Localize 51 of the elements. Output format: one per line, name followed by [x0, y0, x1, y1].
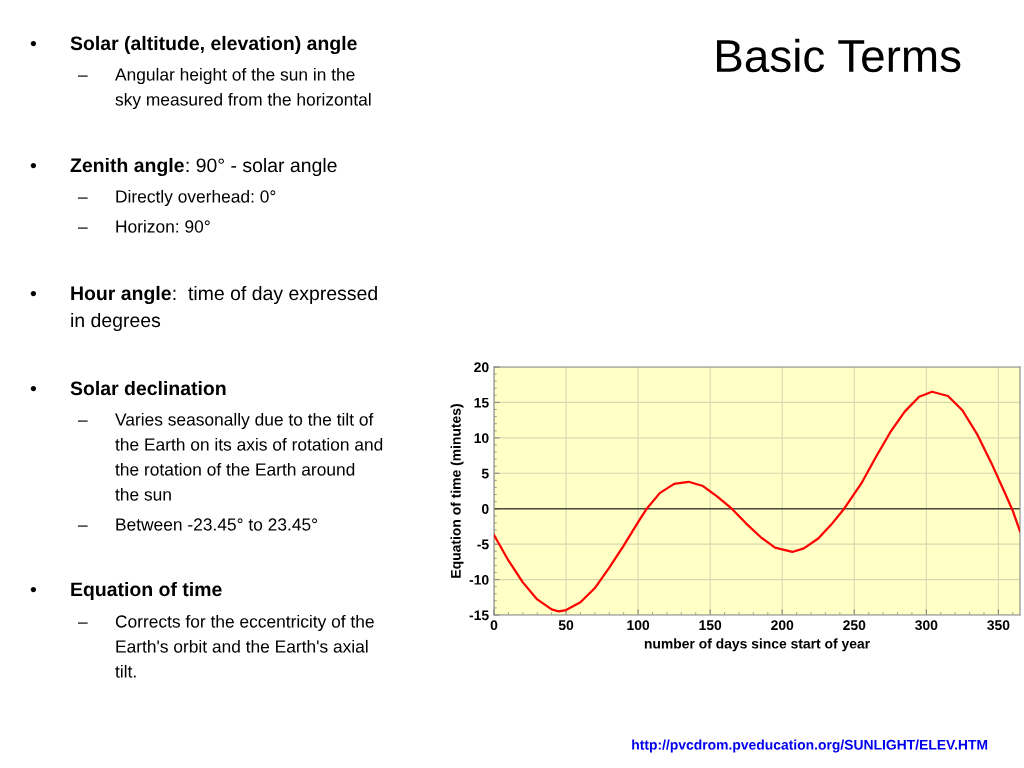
y-tick-label: 15: [474, 397, 489, 408]
text: Zenith angle: [70, 157, 184, 177]
text: Varies seasonally due to the tilt of: [115, 412, 374, 430]
text: –: [78, 227, 88, 229]
x-axis-title: number of days since start of year: [644, 638, 870, 652]
text: Solar (altitude, elevation) angle: [70, 35, 357, 55]
text: •: [30, 40, 37, 47]
x-tick-label: 100: [627, 620, 650, 631]
text: : time of day expressed: [173, 285, 377, 305]
text: tilt.: [115, 664, 136, 678]
text: •: [30, 586, 37, 593]
text: http://pvcdrom.pveducation.org/SUNLIGHT/ELEV.HTM: [632, 739, 988, 753]
y-tick-label: -5: [477, 539, 489, 550]
y-tick-label: -15: [469, 610, 489, 621]
text: •: [30, 162, 37, 169]
x-tick-label: 250: [843, 620, 866, 631]
text: –: [78, 197, 88, 199]
text: Corrects for the eccentricity of the: [115, 614, 374, 632]
y-tick-label: -10: [469, 574, 489, 585]
text: Hour angle: [71, 285, 171, 305]
y-tick-label: 10: [474, 433, 489, 444]
text: –: [78, 622, 88, 624]
text: Horizon: 90°: [116, 219, 210, 233]
x-tick-label: 200: [771, 620, 794, 631]
text: the rotation of the Earth around: [115, 462, 355, 476]
y-tick-label: 20: [474, 362, 489, 373]
text: •: [30, 385, 37, 392]
text: sky measured from the horizontal: [115, 92, 371, 110]
text: –: [78, 420, 88, 422]
text: Between -23.45° to 23.45°: [116, 518, 318, 531]
text: Solar declination: [70, 380, 226, 396]
y-axis-title: Equation of time (minutes): [450, 404, 464, 578]
x-tick-label: 50: [558, 620, 574, 631]
text: in degrees: [71, 312, 161, 332]
text: Angular height of the sun in the: [115, 67, 355, 85]
x-tick-label: 350: [987, 620, 1010, 631]
y-tick-label: 0: [481, 504, 489, 514]
x-tick-label: 300: [915, 620, 938, 631]
text: –: [78, 525, 88, 527]
text: Earth's orbit and the Earth's axial: [116, 639, 368, 653]
text: the sun: [115, 487, 171, 501]
text: the Earth on its axis of rotation and: [115, 437, 383, 451]
x-tick-label: 150: [699, 620, 722, 631]
y-tick-label: 5: [481, 468, 489, 479]
text: Basic Terms: [717, 38, 961, 73]
text: Equation of time: [71, 581, 222, 601]
text: Directly overhead: 0°: [116, 189, 276, 207]
x-tick-label: 0: [490, 620, 498, 631]
text: –: [78, 75, 88, 77]
text: : 90° - solar angle: [186, 157, 337, 177]
text: •: [30, 290, 37, 297]
